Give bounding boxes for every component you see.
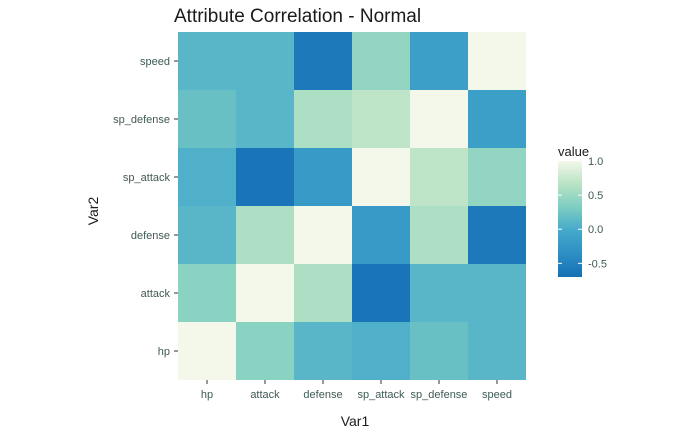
heatmap-cell-speed-sp_defense [468, 90, 526, 148]
heatmap-cell-speed-sp_attack [468, 148, 526, 206]
legend-tick-label: 1.0 [588, 156, 603, 168]
x-tick-label: speed [482, 389, 512, 401]
chart-title: Attribute Correlation - Normal [174, 6, 421, 27]
heatmap-cell-speed-speed [468, 32, 526, 90]
y-tick-label: sp_attack [123, 172, 171, 184]
heatmap-cell-sp_defense-sp_defense [410, 90, 468, 148]
x-axis-title: Var1 [341, 413, 370, 429]
heatmap-cell-attack-attack [236, 264, 294, 322]
y-tick-label: sp_defense [113, 114, 170, 126]
heatmap-cell-speed-defense [468, 206, 526, 264]
heatmap-cell-attack-speed [236, 32, 294, 90]
heatmap-cell-sp_defense-speed [410, 32, 468, 90]
heatmap-cell-sp_defense-hp [410, 322, 468, 380]
heatmap-cells [178, 32, 526, 380]
heatmap-cell-hp-defense [178, 206, 236, 264]
y-tick-label: hp [158, 346, 170, 358]
heatmap-cell-defense-sp_defense [294, 90, 352, 148]
legend-colorbar [558, 161, 582, 277]
y-tick-label: attack [141, 288, 171, 300]
legend-tick-label: -0.5 [588, 258, 607, 270]
legend-title: value [558, 144, 589, 159]
heatmap-cell-defense-speed [294, 32, 352, 90]
x-tick-label: hp [201, 389, 213, 401]
heatmap-cell-defense-defense [294, 206, 352, 264]
x-tick-label: defense [303, 389, 342, 401]
heatmap-cell-hp-speed [178, 32, 236, 90]
heatmap-cell-hp-hp [178, 322, 236, 380]
heatmap-cell-hp-attack [178, 264, 236, 322]
heatmap-cell-sp_attack-defense [352, 206, 410, 264]
y-axis-ticks: hp attack defense sp_attack sp_defense speed [113, 56, 178, 358]
heatmap-cell-attack-sp_defense [236, 90, 294, 148]
y-tick-label: defense [131, 230, 170, 242]
x-tick-label: attack [250, 389, 280, 401]
legend-tick-label: 0.0 [588, 224, 603, 236]
x-tick-label: sp_defense [411, 389, 468, 401]
x-tick-label: sp_attack [357, 389, 405, 401]
heatmap-cell-speed-attack [468, 264, 526, 322]
legend-tick-label: 0.5 [588, 190, 603, 202]
heatmap-cell-sp_attack-sp_attack [352, 148, 410, 206]
heatmap-cell-sp_attack-hp [352, 322, 410, 380]
heatmap-cell-defense-sp_attack [294, 148, 352, 206]
heatmap-cell-hp-sp_attack [178, 148, 236, 206]
heatmap-cell-defense-attack [294, 264, 352, 322]
heatmap-cell-sp_attack-speed [352, 32, 410, 90]
heatmap-cell-defense-hp [294, 322, 352, 380]
heatmap-cell-speed-hp [468, 322, 526, 380]
y-tick-label: speed [140, 56, 170, 68]
heatmap-cell-hp-sp_defense [178, 90, 236, 148]
heatmap-cell-attack-defense [236, 206, 294, 264]
heatmap-cell-sp_attack-attack [352, 264, 410, 322]
heatmap-cell-attack-sp_attack [236, 148, 294, 206]
heatmap-cell-sp_defense-attack [410, 264, 468, 322]
legend-ticks: 1.0 0.5 0.0 -0.5 [558, 156, 607, 270]
y-axis-title: Var2 [85, 197, 101, 226]
x-axis-ticks: hp attack defense sp_attack sp_defense speed [201, 380, 512, 401]
heatmap-cell-sp_defense-sp_attack [410, 148, 468, 206]
heatmap-cell-sp_defense-defense [410, 206, 468, 264]
heatmap-cell-sp_attack-sp_defense [352, 90, 410, 148]
heatmap-cell-attack-hp [236, 322, 294, 380]
